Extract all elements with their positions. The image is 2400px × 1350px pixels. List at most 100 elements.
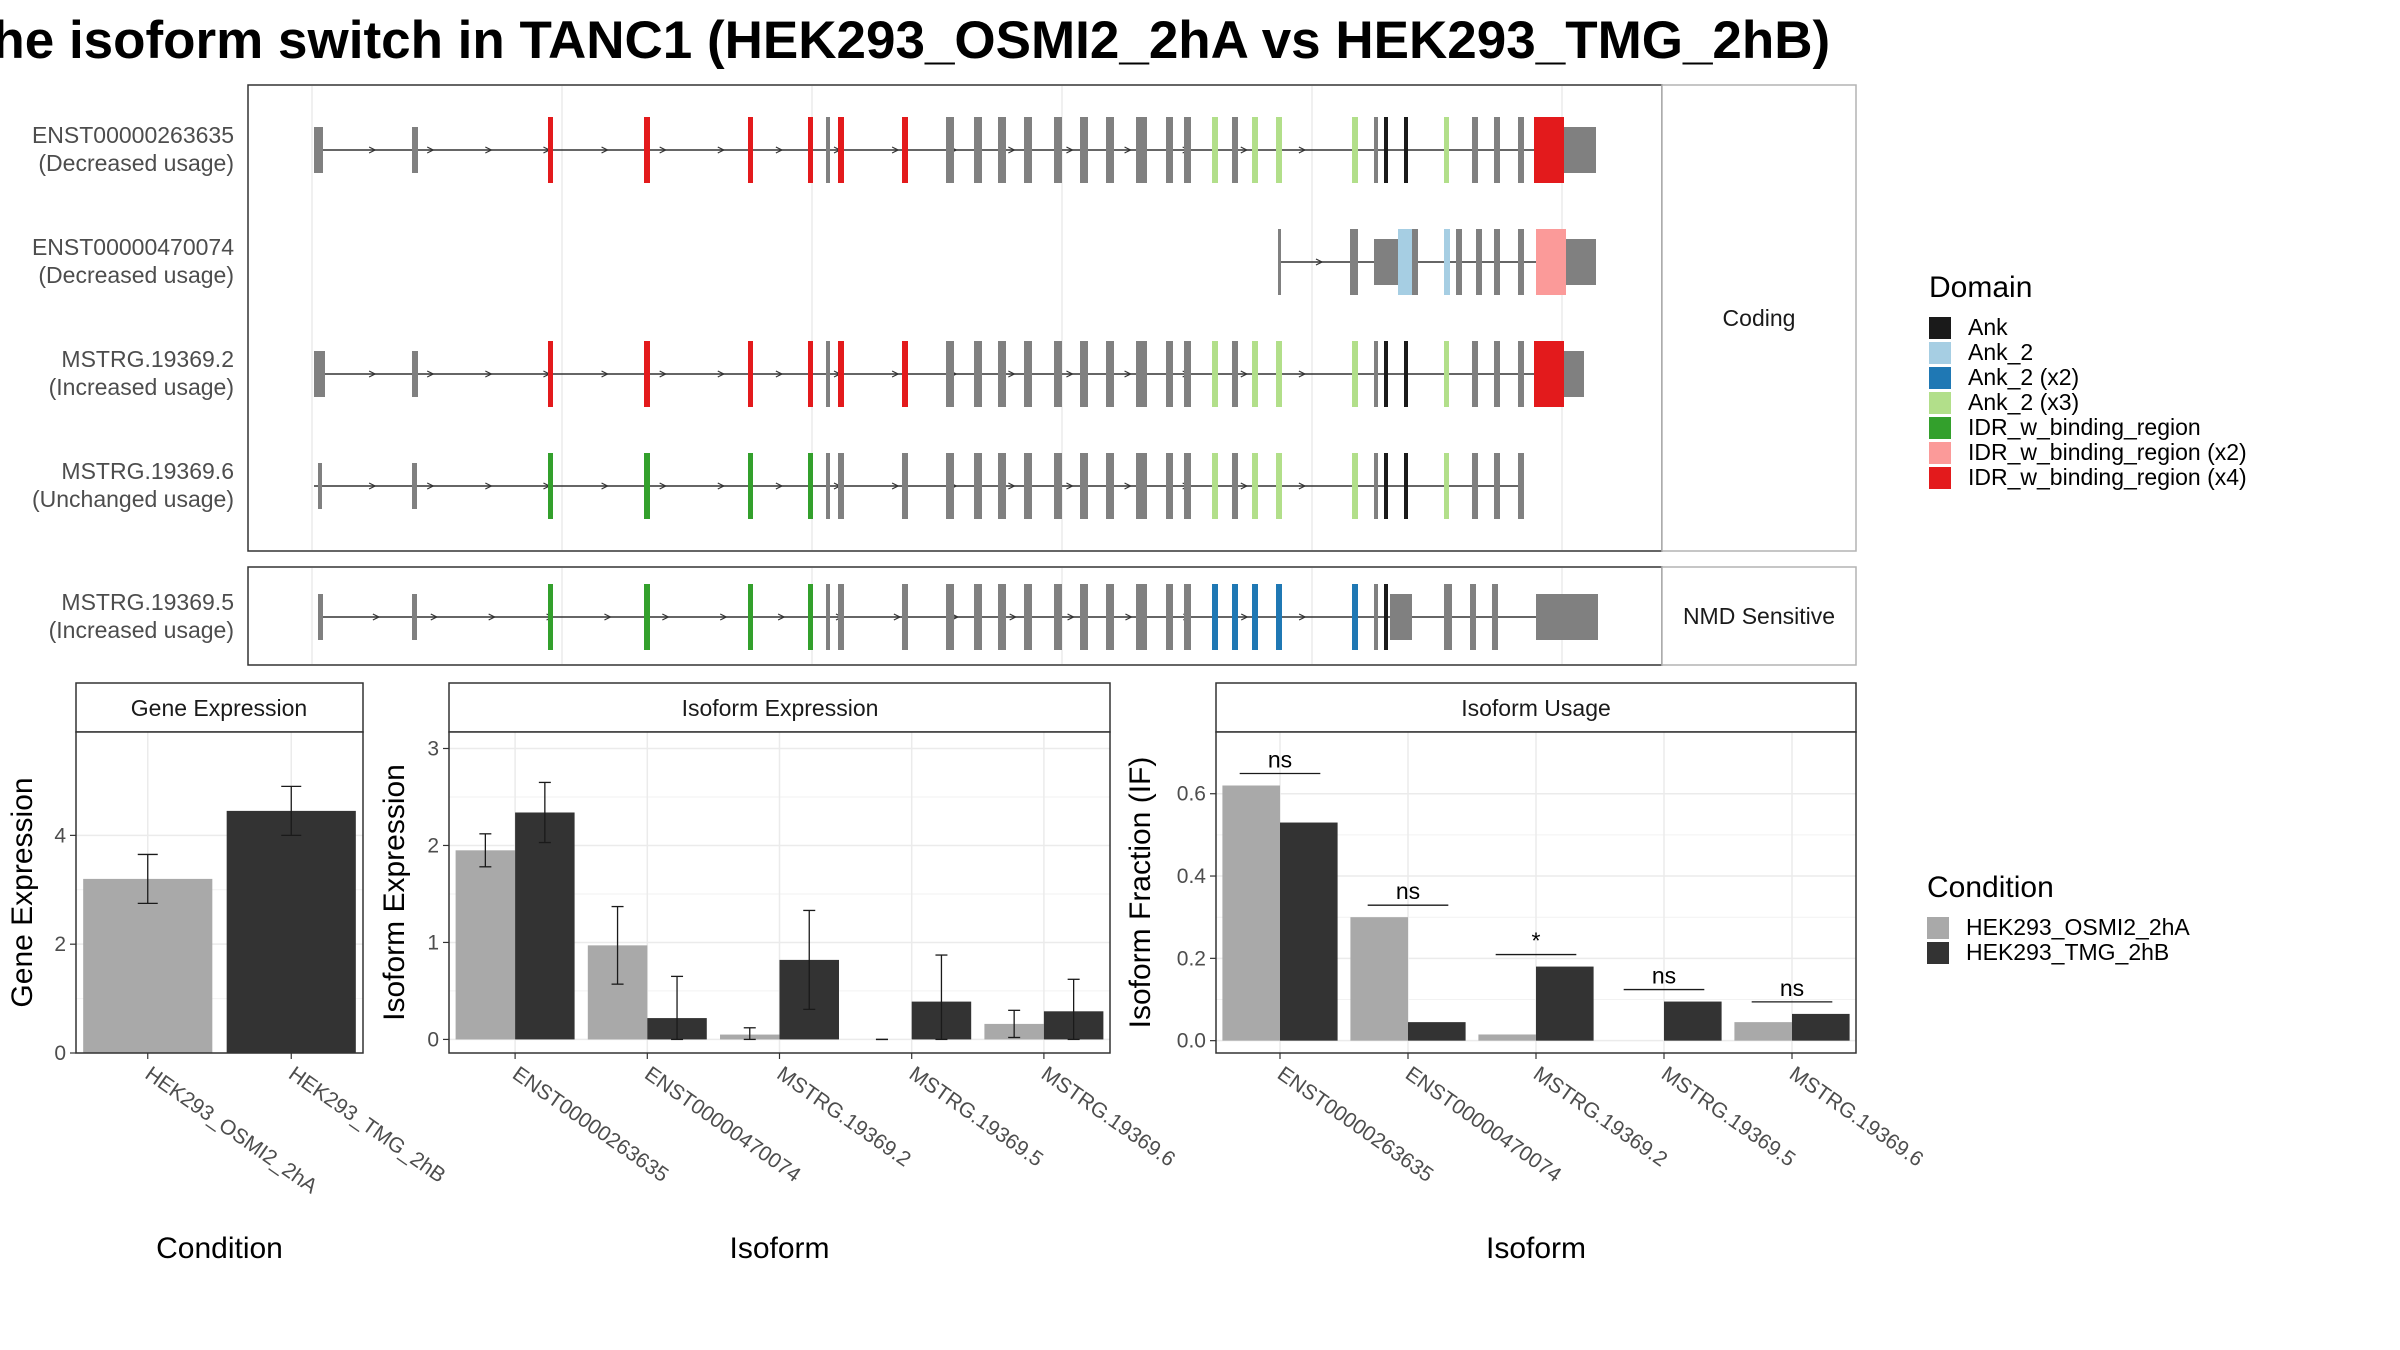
exon-block [548,341,553,407]
plot-frame [1215,731,1857,1054]
x-tick-label: HEK293_TMG_2hB [284,1062,449,1187]
exon-block [644,584,650,650]
transcript-usage-label: (Unchanged usage) [32,486,234,512]
exon-block [1456,229,1462,295]
exon-block [644,453,650,519]
strand-arrow [775,482,784,490]
exon-block [1080,117,1088,183]
exon-block [1352,341,1358,407]
transcript-id-label: MSTRG.19369.5 [61,589,234,615]
exon-block [946,584,954,650]
y-tick-label: 1 [427,931,439,954]
significance-label: ns [1268,747,1292,773]
exon-block [1412,229,1418,295]
strand-arrow [1067,613,1075,621]
exon-block [946,341,954,407]
x-tick-label: MSTRG.19369.2 [773,1062,915,1171]
strand-arrow [372,613,381,621]
bar [1478,1034,1536,1041]
y-axis-title: Isoform Expression [378,764,411,1021]
exon-block [1350,229,1358,295]
bar [1664,1001,1722,1041]
exon-block [748,341,753,407]
y-tick-label: 0.6 [1177,783,1206,806]
strand-arrow [485,146,493,154]
exon-block [1492,584,1498,650]
exon-block [1444,117,1449,183]
strand-arrow [775,146,784,154]
exon-block [1136,341,1147,407]
legend-key [1929,367,1951,389]
nmd-strip-label: NMD Sensitive [1683,603,1835,629]
exon-block [1232,117,1238,183]
strand-arrow [777,613,786,621]
strand-arrow [891,146,900,154]
transcript-track: ENST00000263635(Decreased usage) [32,117,1596,183]
transcript-structure-panel: ENST00000263635(Decreased usage)ENST0000… [32,84,1663,666]
exon-block [314,351,325,397]
strand-arrow [775,370,784,378]
exon-block [1352,584,1358,650]
y-tick-label: 2 [54,933,66,956]
legend-key [1929,392,1951,414]
isoform-usage-panel: Isoform Usage 0.00.20.40.6nsENST00000263… [1124,682,1927,1265]
strand-arrow [719,613,728,621]
strand-arrow [659,146,668,154]
y-tick-label: 3 [427,737,439,760]
isoform-expression-strip-box [448,682,1111,733]
exon-block [808,341,813,407]
exon-block [808,117,813,183]
exon-block [974,117,982,183]
exon-block [1136,453,1147,519]
y-tick-label: 0.2 [1177,947,1206,970]
exon-block [412,463,417,509]
exon-block [838,453,844,519]
exon-block [1476,229,1482,295]
legend-key [1929,417,1951,439]
y-axis-title: Gene Expression [6,777,39,1007]
legend-label: IDR_w_binding_region (x4) [1968,464,2247,490]
exon-block [946,453,954,519]
strand-arrow [1315,258,1324,266]
exon-block [1398,229,1412,295]
bar [1222,785,1280,1041]
strand-arrow [368,146,377,154]
exon-block [1252,341,1258,407]
exon-block [1518,341,1524,407]
idr-domain-block [1534,117,1564,183]
exon-block [1136,117,1147,183]
exon-block [902,341,908,407]
exon-block [902,117,908,183]
strand-arrow [1009,613,1018,621]
exon-block [1390,594,1412,640]
strand-arrow [430,613,439,621]
exon-block [1166,341,1173,407]
bar [1734,1022,1792,1041]
exon-block [412,127,418,173]
strand-arrow [426,146,435,154]
strand-arrow [1066,370,1074,378]
legend-key [1929,342,1951,364]
transcript-track: MSTRG.19369.5(Increased usage) [49,584,1598,650]
exon-block [1184,453,1191,519]
isoform-usage-strip-label: Isoform Usage [1461,695,1611,721]
nmd-strip-box [1661,566,1857,666]
exon-block [1080,341,1088,407]
exon-block [1566,239,1596,285]
y-tick-label: 2 [427,834,439,857]
exon-block [998,453,1006,519]
exon-block [1054,453,1062,519]
exon-block [1518,117,1524,183]
significance-label: ns [1780,975,1804,1001]
strand-arrow [717,146,726,154]
plot-frame [75,731,364,1054]
legend-label: IDR_w_binding_region [1968,414,2201,440]
exon-block [1444,453,1449,519]
x-tick-label: MSTRG.19369.2 [1529,1062,1671,1171]
domain-legend-title: Domain [1929,271,2032,304]
exon-block [1106,584,1114,650]
gene-expression-strip-box [75,682,364,733]
exon-block [998,584,1006,650]
exon-block [1166,584,1173,650]
exon-block [412,351,418,397]
